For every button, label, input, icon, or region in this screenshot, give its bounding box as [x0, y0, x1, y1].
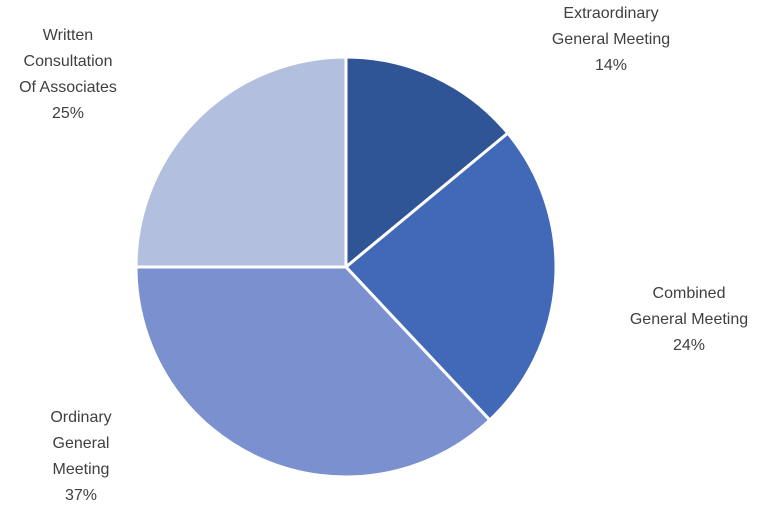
pie-labels: Extraordinary General Meeting 14% Combined G…: [19, 5, 748, 504]
pie-slice-combined: [344, 131, 558, 422]
pie-slice-written: [134, 55, 348, 269]
slice-label-written: Written Consultation Of Associates 25%: [19, 27, 117, 122]
pie-slices: [134, 55, 558, 479]
slice-label-line: Combined: [653, 285, 726, 302]
slice-label-line: Meeting: [53, 461, 110, 478]
slice-label-line: Written: [43, 27, 93, 44]
slice-label-line: Consultation: [24, 53, 113, 70]
pie-slice-ordinary: [134, 265, 492, 479]
slice-percent: 14%: [595, 57, 627, 74]
slice-label-line: General Meeting: [630, 311, 748, 328]
slice-percent: 24%: [673, 337, 705, 354]
slice-label-line: General: [53, 435, 110, 452]
slice-percent: 37%: [65, 487, 97, 504]
slice-label-extraordinary: Extraordinary General Meeting 14%: [552, 5, 670, 74]
slice-percent: 25%: [52, 105, 84, 122]
pie-slice-extraordinary: [344, 55, 510, 269]
slice-label-line: General Meeting: [552, 31, 670, 48]
slice-label-line: Extraordinary: [563, 5, 658, 22]
slice-label-combined: Combined General Meeting 24%: [630, 285, 748, 354]
slice-label-line: Ordinary: [50, 409, 111, 426]
slice-label-line: Of Associates: [19, 79, 117, 96]
slice-label-ordinary: Ordinary General Meeting 37%: [50, 409, 111, 504]
